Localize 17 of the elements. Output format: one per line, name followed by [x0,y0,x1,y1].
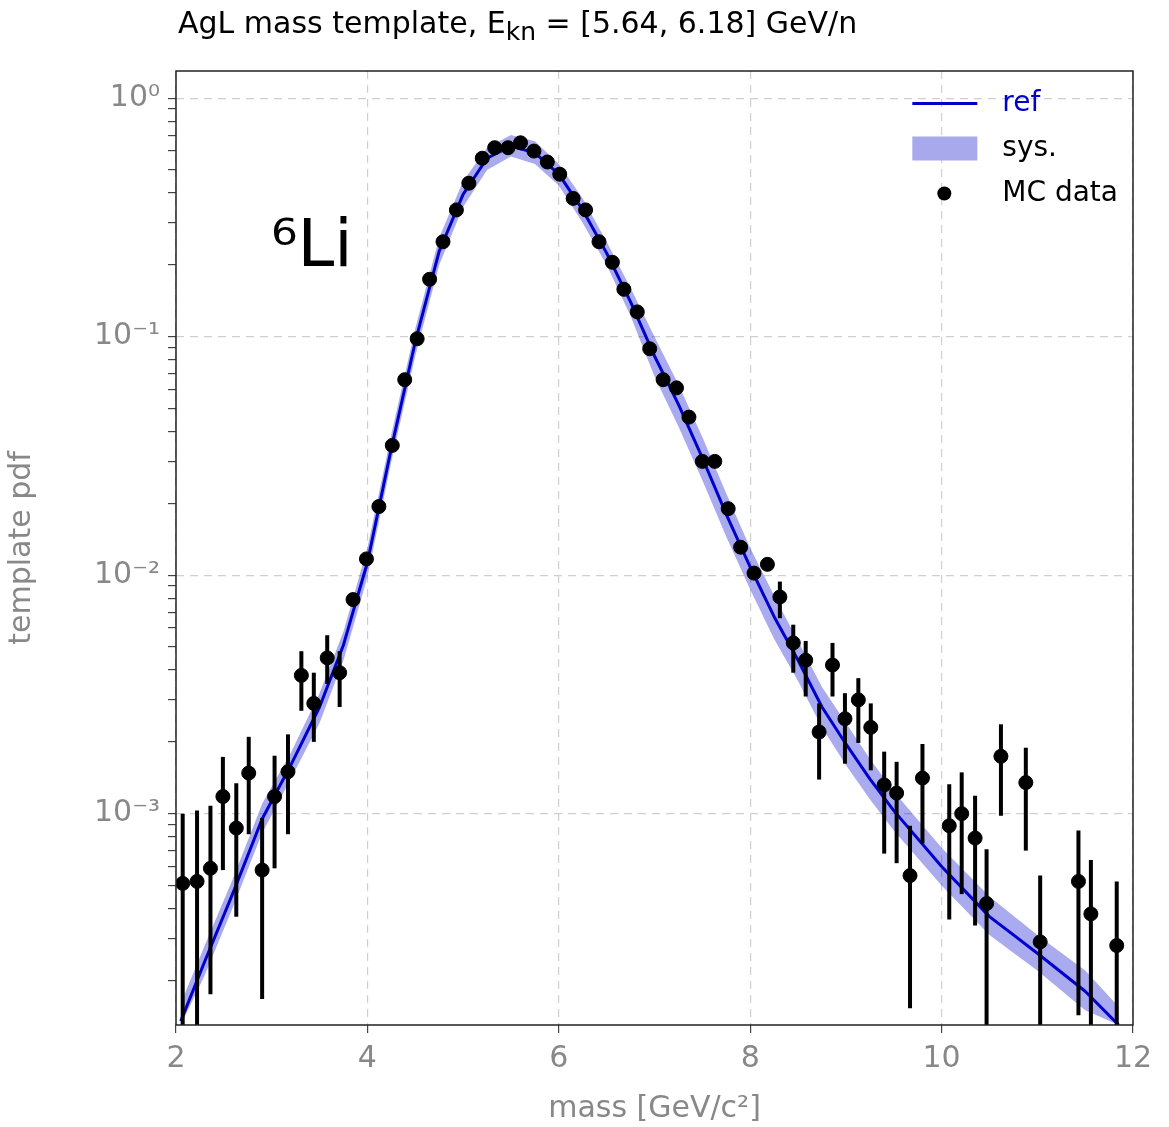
y-tick-label: 10⁻¹ [93,316,160,352]
y-tick-label: 10⁻³ [93,793,160,829]
y-axis-title: template pdf [1,449,37,645]
x-tick-label: 4 [357,1038,377,1074]
x-tick-label: 6 [549,1038,569,1074]
legend-label: sys. [1002,129,1057,163]
y-tick-label: 10⁻² [93,554,160,590]
x-tick-label: 10 [922,1038,961,1074]
x-tick-label: 8 [740,1038,760,1074]
legend-label: ref [1002,84,1042,118]
x-tick-label: 2 [166,1038,186,1074]
x-axis-title: mass [GeV/c²] [548,1088,761,1124]
legend-label: MC data [1002,174,1119,208]
annotation: ⁶Li [271,205,353,282]
y-tick-label: 10⁰ [109,77,160,113]
x-tick-label: 12 [1113,1038,1153,1074]
chart-title: AgL mass template, E$_{kn}$ = [5.64, 6.18] GeV/n [177,4,859,46]
